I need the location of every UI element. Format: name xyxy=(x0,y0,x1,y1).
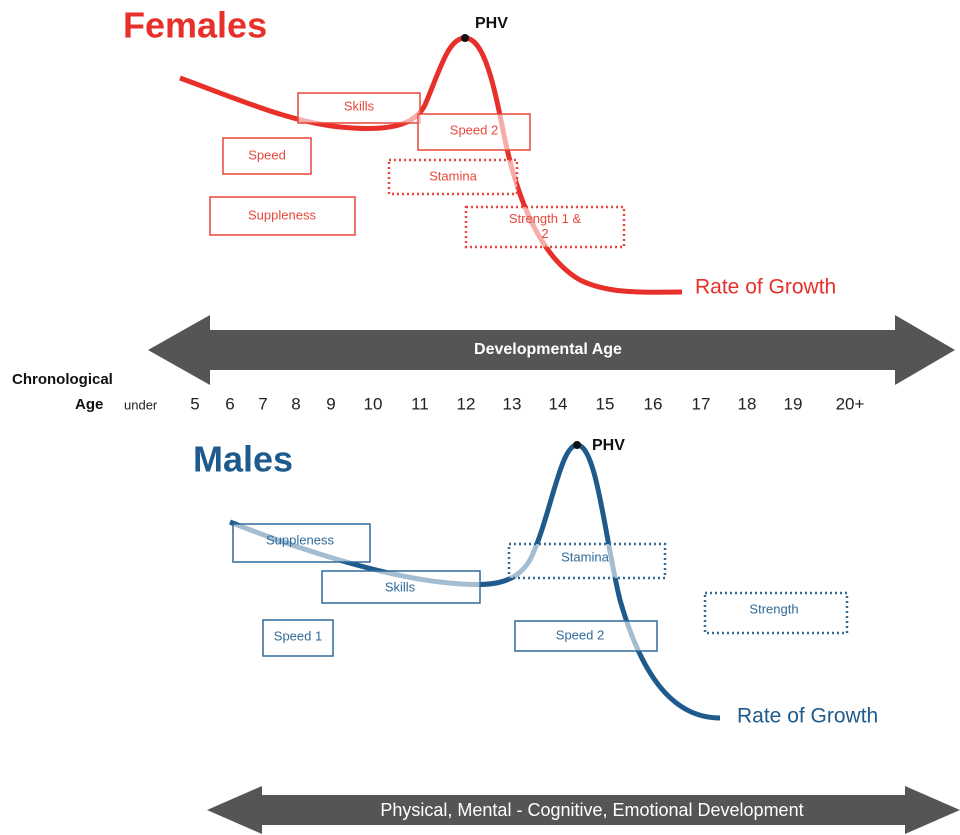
peak-label: PHV xyxy=(592,437,625,454)
under-label: under xyxy=(124,397,158,412)
box-label: Speed 2 xyxy=(556,627,604,642)
development-arrow xyxy=(207,786,960,834)
box-label: Strength xyxy=(749,601,798,616)
age-tick: 13 xyxy=(503,394,522,413)
developmental-arrow xyxy=(148,315,955,385)
peak-label: PHV xyxy=(475,15,508,32)
box xyxy=(703,591,849,635)
age-tick: 10 xyxy=(364,394,383,413)
box-label: Skills xyxy=(344,98,375,113)
box-label: Speed 2 xyxy=(450,122,498,137)
males-title: Males xyxy=(193,439,293,480)
age-tick: 7 xyxy=(258,394,267,413)
age-tick: 5 xyxy=(190,394,199,413)
box-label: Suppleness xyxy=(248,207,316,222)
box xyxy=(417,113,531,151)
box-label: Stamina xyxy=(429,168,477,183)
box-label-wrap: Strength 1 & 2 xyxy=(508,211,582,241)
age-tick: 6 xyxy=(225,394,234,413)
age-tick: 17 xyxy=(692,394,711,413)
age-tick: 18 xyxy=(738,394,757,413)
age-tick: 20+ xyxy=(836,394,865,413)
age-label: Age xyxy=(75,396,103,413)
chronological-label: Chronological xyxy=(12,371,113,388)
age-tick: 16 xyxy=(644,394,663,413)
peak-dot xyxy=(461,34,469,42)
box xyxy=(321,570,481,604)
age-tick: 14 xyxy=(549,394,568,413)
box xyxy=(507,542,667,580)
age-tick: 9 xyxy=(326,394,335,413)
box xyxy=(222,137,312,175)
age-tick: 12 xyxy=(457,394,476,413)
box-label: Skills xyxy=(385,579,416,594)
box xyxy=(262,619,334,657)
box xyxy=(464,205,626,249)
box xyxy=(297,92,421,124)
box xyxy=(514,620,658,652)
age-tick: 19 xyxy=(784,394,803,413)
arrow-label: Developmental Age xyxy=(474,341,622,358)
age-tick: 8 xyxy=(291,394,300,413)
age-tick: 15 xyxy=(596,394,615,413)
females-title: Females xyxy=(123,5,267,46)
box-label: Speed 1 xyxy=(274,628,322,643)
box-label: Stamina xyxy=(561,549,609,564)
curve-label: Rate of Growth xyxy=(737,705,878,728)
box-label: Suppleness xyxy=(266,532,334,547)
box-label: Speed xyxy=(248,147,286,162)
arrow-label: Physical, Mental - Cognitive, Emotional … xyxy=(380,800,803,820)
age-tick: 11 xyxy=(411,394,429,413)
age-scale: 5 6 7 8 9 10 11 12 13 14 15 16 17 18 19 20+ xyxy=(190,394,864,413)
curve-label: Rate of Growth xyxy=(695,276,836,299)
peak-dot xyxy=(573,441,581,449)
box xyxy=(209,196,356,236)
box-label: Strength 1 & 2 xyxy=(508,211,582,241)
box xyxy=(232,523,371,563)
box xyxy=(387,158,519,196)
